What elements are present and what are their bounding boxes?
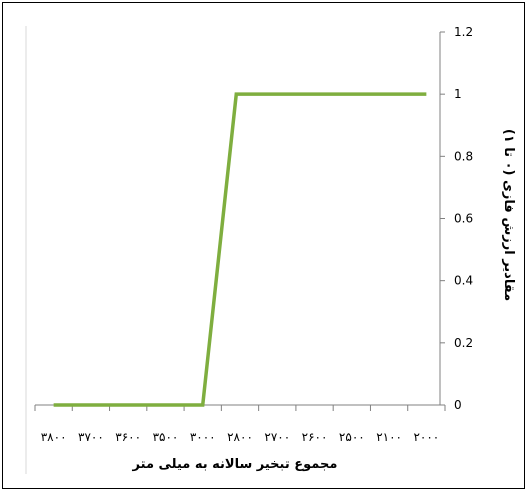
y-ticks: 0 0.2 0.4 0.6 0.8 1 1.2: [440, 25, 473, 412]
y-tick-label: 1: [454, 87, 462, 101]
y-tick-label: 0.8: [454, 149, 473, 163]
y-tick-label: 0.2: [454, 336, 473, 350]
chart-frame: [2, 2, 525, 489]
x-tick-label: ۲۵۰۰: [339, 430, 365, 444]
x-tick-label: ۳۶۰۰: [115, 430, 141, 444]
y-tick-label: 1.2: [454, 25, 473, 39]
series-group: [53, 92, 427, 407]
y-tick-label: 0.4: [454, 274, 473, 288]
x-tick-label: ۳۵۰۰: [153, 430, 179, 444]
x-tick-label: ۲۶۰۰: [302, 430, 328, 444]
x-tick-label: ۲۸۰۰: [227, 430, 253, 444]
x-ticks: ۳۸۰۰ ۳۷۰۰ ۳۶۰۰ ۳۵۰۰ ۳۰۰۰ ۲۸۰۰ ۲۷۰۰ ۲۶۰۰ ۲۵۰۰ ۲۱۰۰…: [34, 405, 446, 444]
y-tick-label: 0: [454, 398, 462, 412]
x-axis-title: مجموع تبخیر سالانه به میلی متر: [132, 457, 338, 472]
x-tick-label: ۲۱۰۰: [376, 430, 402, 444]
y-axis-title: مقادیر ارزش فازی (۰ تا ۱): [501, 129, 516, 301]
x-tick-label: ۲۰۰۰: [413, 430, 439, 444]
series-line: [53, 92, 427, 407]
x-tick-label: ۳۸۰۰: [41, 430, 67, 444]
y-tick-label: 0.6: [454, 212, 473, 226]
x-tick-label: ۳۰۰۰: [190, 430, 216, 444]
x-tick-label: ۲۷۰۰: [264, 430, 290, 444]
x-tick-label: ۳۷۰۰: [78, 430, 104, 444]
